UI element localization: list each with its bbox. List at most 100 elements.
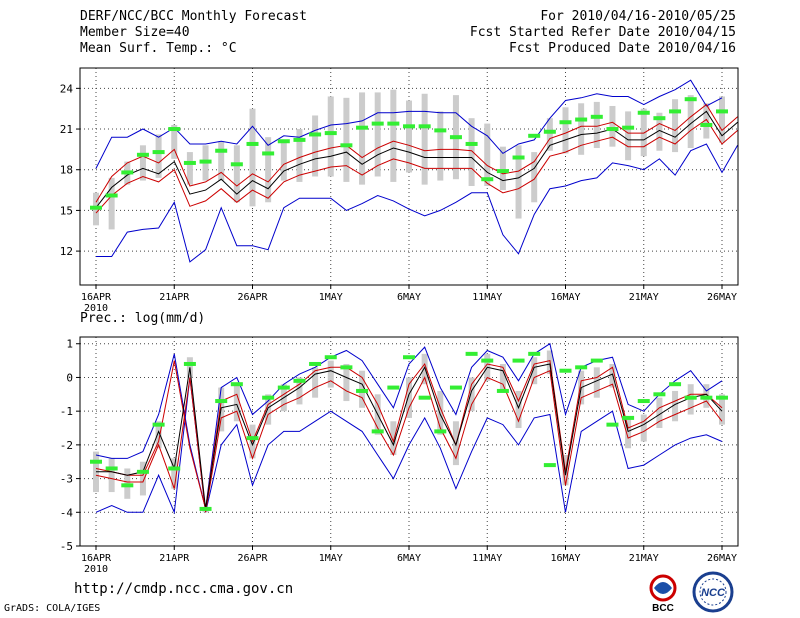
temp-observed-mark xyxy=(215,148,228,153)
temp-spread-box xyxy=(719,96,725,143)
prec-xtick-label: 1MAY xyxy=(319,553,343,564)
temp-spread-box xyxy=(468,118,475,186)
temp-observed-mark xyxy=(700,122,713,127)
prec-spread-box xyxy=(515,390,522,429)
prec-observed-mark xyxy=(356,388,369,393)
prec-observed-mark xyxy=(700,395,713,400)
temp-spread-box xyxy=(280,141,287,181)
prec-observed-mark xyxy=(230,382,243,387)
member-size: Member Size=40 xyxy=(80,25,190,40)
prec-observed-mark xyxy=(246,436,259,441)
prec-observed-mark xyxy=(528,351,541,356)
temp-observed-mark xyxy=(669,109,682,114)
prec-observed-mark xyxy=(418,395,431,400)
forecast-produced-date: Fcst Produced Date 2010/04/16 xyxy=(509,41,736,56)
temp-xtick-label: 26MAY xyxy=(707,292,737,303)
temp-spread-box xyxy=(625,111,632,161)
temp-observed-mark xyxy=(199,159,212,164)
prec-observed-mark xyxy=(262,395,275,400)
temp-spread-box xyxy=(421,93,428,185)
temp-spread-box xyxy=(437,111,444,181)
prec-xtick-label: 26MAY xyxy=(707,553,737,564)
temp-spread-box xyxy=(218,141,225,181)
prec-spread-box xyxy=(640,414,647,442)
prec-spread-box xyxy=(656,397,663,429)
temp-line-p75 xyxy=(95,103,738,203)
temp-spread-box xyxy=(359,92,366,185)
temp-spread-box xyxy=(484,123,491,186)
temp-observed-mark xyxy=(262,151,275,156)
temp-line-max xyxy=(95,79,723,169)
temp-xtick-label: 1MAY xyxy=(319,292,343,303)
ncc-logo-inner-ring xyxy=(699,578,727,606)
source-url[interactable]: http://cmdp.ncc.cma.gov.cn xyxy=(74,581,294,597)
temp-spread-box xyxy=(672,99,679,153)
prec-spread-box xyxy=(625,417,632,449)
temp-ytick-label: 12 xyxy=(60,245,73,258)
prec-observed-mark xyxy=(434,429,447,434)
ncc-logo-ring xyxy=(692,571,734,613)
header-right: For 2010/04/16-2010/05/25 Fcst Started Re… xyxy=(470,9,736,57)
bcc-logo: BCC xyxy=(649,574,677,614)
prec-spread-box xyxy=(171,458,178,489)
prec-observed-mark xyxy=(215,399,228,404)
variable-label: Mean Surf. Temp.: °C xyxy=(80,41,237,56)
temp-observed-mark xyxy=(434,128,447,133)
temp-spread-box xyxy=(233,145,240,203)
prec-observed-mark xyxy=(309,361,322,366)
prec-ytick-label: 1 xyxy=(66,338,73,351)
prec-observed-mark xyxy=(105,466,118,471)
prec-xtick-label: 21MAY xyxy=(629,553,659,564)
temp-observed-mark xyxy=(136,152,149,157)
prec-observed-mark xyxy=(637,399,650,404)
prec-observed-mark xyxy=(496,388,509,393)
prec-observed-mark xyxy=(575,365,588,370)
prec-observed-mark xyxy=(449,385,462,390)
temp-spread-box xyxy=(312,115,319,177)
prec-spread-box xyxy=(437,390,444,435)
temp-ytick-label: 18 xyxy=(60,164,73,177)
temp-ytick-label: 21 xyxy=(60,123,73,136)
temp-line-mean xyxy=(95,110,738,209)
prec-spread-box xyxy=(296,377,303,405)
temp-spread-box xyxy=(390,89,397,182)
prec-spread-box xyxy=(265,394,272,425)
temp-spread-box xyxy=(374,92,381,177)
temp-xtick-label: 21MAY xyxy=(629,292,659,303)
prec-spread-box xyxy=(139,461,146,496)
temp-spread-box xyxy=(562,107,569,154)
prec-observed-mark xyxy=(371,429,384,434)
prec-spread-box xyxy=(327,360,334,388)
prec-observed-mark xyxy=(465,351,478,356)
prec-observed-mark xyxy=(669,382,682,387)
temp-observed-mark xyxy=(481,177,494,182)
temp-observed-mark xyxy=(559,120,572,125)
ncc-logo: NCC xyxy=(692,571,734,613)
prec-observed-mark xyxy=(293,378,306,383)
prec-ytick-label: -4 xyxy=(60,506,74,519)
prec-spread-box xyxy=(468,377,475,412)
temp-spread-box xyxy=(640,108,647,157)
prec-spread-box xyxy=(421,353,428,385)
prec-xtick-label: 26APR xyxy=(237,553,268,564)
temp-observed-mark xyxy=(121,170,134,175)
temp-observed-mark xyxy=(277,139,290,144)
temp-line-p25 xyxy=(95,118,738,214)
temp-spread-box xyxy=(155,134,162,178)
temp-observed-mark xyxy=(653,116,666,121)
temp-observed-mark xyxy=(637,110,650,115)
temp-observed-mark xyxy=(449,135,462,140)
temp-observed-mark xyxy=(152,150,165,155)
temp-observed-mark xyxy=(387,121,400,126)
prec-observed-mark xyxy=(136,469,149,474)
temp-spread-box xyxy=(265,137,272,203)
prec-xtick-label: 2010 xyxy=(84,564,108,575)
prec-spread-box xyxy=(499,363,506,391)
header-left: DERF/NCC/BCC Monthly Forecast Member Size… xyxy=(80,9,307,57)
temp-observed-mark xyxy=(575,117,588,122)
prec-observed-mark xyxy=(543,463,556,468)
prec-spread-box xyxy=(312,367,319,398)
prec-spread-box xyxy=(390,421,397,455)
prec-observed-mark xyxy=(340,365,353,370)
